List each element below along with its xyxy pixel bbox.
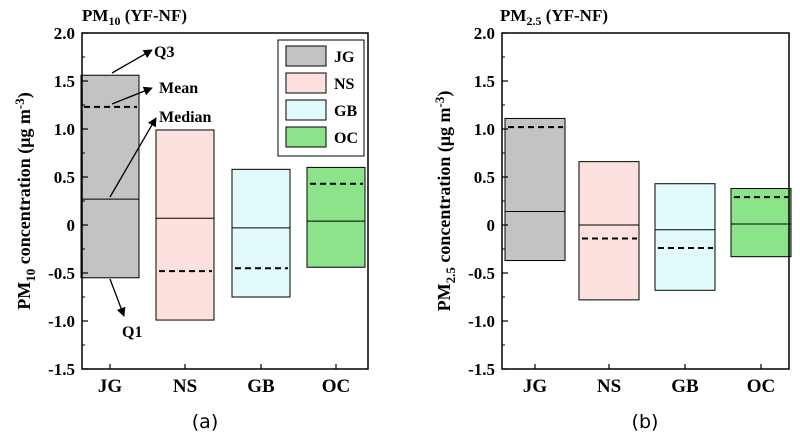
y-tick-label: 1.0 (474, 120, 495, 139)
legend-label-ns: NS (334, 76, 355, 93)
panel-label: (b) (632, 411, 659, 433)
box-ns-iqr (155, 129, 215, 321)
box-gb-iqr (654, 183, 716, 291)
legend-swatch-gb (285, 99, 327, 121)
annotation-arrow (111, 49, 153, 74)
annotation-q3: Q3 (154, 44, 174, 61)
annotation-arrow (111, 86, 153, 105)
x-tick-label-ns: NS (173, 376, 197, 397)
legend: JG NS GB OC (277, 39, 365, 157)
annotation-median: Median (159, 109, 212, 126)
y-tick-label: 0.5 (474, 168, 495, 187)
legend-swatch-oc (285, 126, 327, 148)
y-tick-label: 2.0 (54, 24, 75, 43)
box-jg (504, 117, 566, 262)
box-ns (578, 161, 640, 301)
box-jg (80, 74, 140, 279)
y-axis-label: PM2.5 concentration (μg m-3) (432, 91, 458, 312)
legend-label-jg: JG (334, 49, 355, 66)
y-tick-label: -1.5 (468, 360, 495, 379)
x-tick-label-gb: GB (671, 376, 699, 397)
x-tick-label-jg: JG (523, 376, 548, 397)
legend-swatch-ns (285, 72, 327, 94)
box-oc (730, 188, 792, 258)
y-tick-label: 0 (67, 216, 76, 235)
box-oc-iqr (306, 166, 366, 268)
chart-title: PM2.5 (YF-NF) (500, 6, 608, 28)
annotation-q1: Q1 (122, 324, 142, 341)
legend-label-oc: OC (334, 130, 358, 147)
y-tick-label: -0.5 (48, 264, 75, 283)
y-tick-label: 1.0 (54, 120, 75, 139)
annotation-mean: Mean (159, 80, 198, 97)
x-tick-label-ns: NS (597, 376, 621, 397)
box-ns-iqr (578, 161, 640, 301)
box-jg-iqr (80, 74, 140, 279)
legend-label-gb: GB (334, 103, 357, 120)
y-tick-label: 1.5 (474, 72, 495, 91)
box-gb (654, 183, 716, 291)
box-gb-iqr (231, 168, 291, 298)
y-tick-label: 0 (487, 216, 496, 235)
annotation-arrow (109, 117, 157, 198)
y-tick-label: -1.5 (48, 360, 75, 379)
y-tick-label: 2.0 (474, 24, 495, 43)
box-oc-iqr (730, 188, 792, 258)
panel-label: (a) (192, 411, 218, 433)
box-jg-iqr (504, 117, 566, 262)
y-tick-label: 0.5 (54, 168, 75, 187)
panel-a: -1.5 -1.0 -0.5 0 0.5 1.0 1.5 2.0 JG NS GB OC PM10 (Y… (12, 6, 369, 433)
box-oc (306, 166, 366, 268)
legend-swatch-jg (285, 45, 327, 67)
chart-title: PM10 (YF-NF) (82, 6, 187, 28)
x-tick-label-gb: GB (247, 376, 275, 397)
box-gb (231, 168, 291, 298)
annotation-arrow (109, 278, 126, 317)
annotations: Q3 Mean Median Q1 (109, 44, 212, 341)
x-tick-label-jg: JG (98, 376, 123, 397)
x-tick-label-oc: OC (322, 376, 351, 397)
y-axis-label: PM10 concentration (μg m-3) (12, 92, 38, 310)
x-tick-label-oc: OC (747, 376, 776, 397)
y-tick-label: -1.0 (468, 312, 495, 331)
y-tick-label: -0.5 (468, 264, 495, 283)
box-ns (155, 129, 215, 321)
panel-b: -1.5 -1.0 -0.5 0 0.5 1.0 1.5 2.0 JG NS GB OC PM2.5 (… (432, 6, 792, 433)
y-tick-label: 1.5 (54, 72, 75, 91)
y-tick-label: -1.0 (48, 312, 75, 331)
